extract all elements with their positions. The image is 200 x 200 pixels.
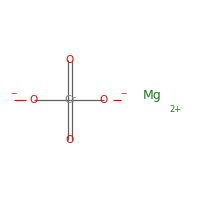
- Text: O: O: [100, 95, 108, 105]
- Text: Mg: Mg: [143, 90, 161, 102]
- Text: O: O: [66, 55, 74, 65]
- Text: 2+: 2+: [169, 104, 181, 114]
- Text: −: −: [120, 90, 126, 98]
- Text: O: O: [66, 135, 74, 145]
- Text: −: −: [10, 90, 16, 98]
- Text: Cr: Cr: [64, 95, 76, 105]
- Text: O: O: [30, 95, 38, 105]
